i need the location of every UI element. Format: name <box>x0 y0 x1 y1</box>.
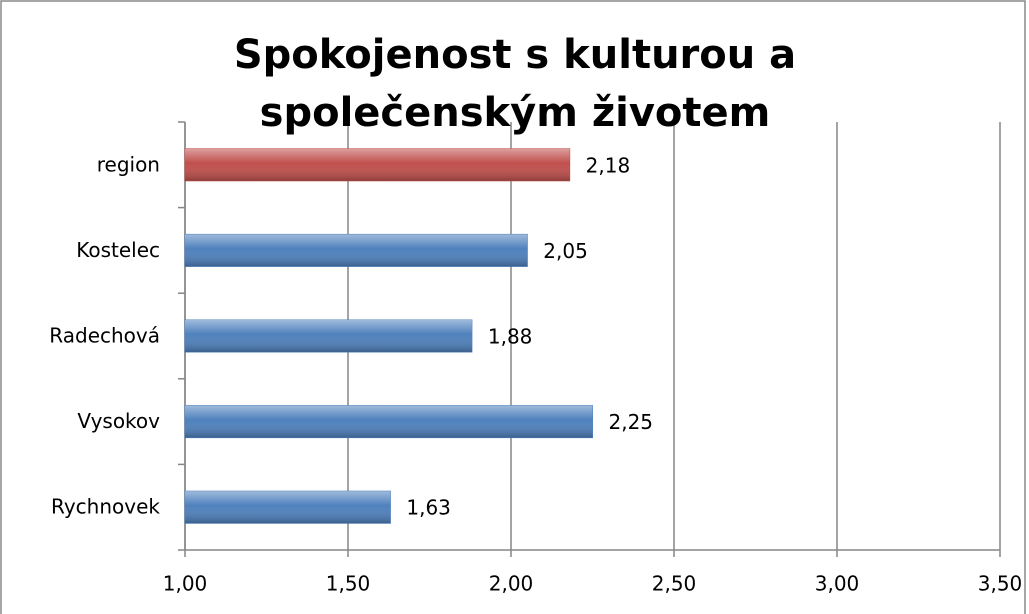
value-label: 2,25 <box>609 410 654 434</box>
y-tick-label: Rychnovek <box>51 495 160 519</box>
bar-shading <box>185 234 528 267</box>
value-label: 2,18 <box>586 153 631 177</box>
bar-shading <box>185 320 472 352</box>
value-label: 2,05 <box>543 239 588 263</box>
x-tick-label: 2,50 <box>652 572 697 596</box>
value-label: 1,63 <box>406 496 451 520</box>
x-tick-label: 3,50 <box>978 572 1023 596</box>
y-tick-label: region <box>97 152 160 176</box>
y-tick-label: Kostelec <box>76 238 160 262</box>
chart-title: Spokojenost s kulturou a společenským ži… <box>233 32 797 136</box>
y-tick-label: Radechová <box>49 324 160 348</box>
x-tick-label: 3,00 <box>815 572 860 596</box>
value-label: 1,88 <box>488 325 533 349</box>
x-tick-label: 1,50 <box>326 572 371 596</box>
x-tick-label: 1,00 <box>163 572 208 596</box>
bar-shading <box>185 491 391 524</box>
x-tick-label: 2,00 <box>489 572 534 596</box>
bar-shading <box>185 405 593 438</box>
bar-shading <box>185 148 570 181</box>
y-tick-label: Vysokov <box>77 409 160 433</box>
